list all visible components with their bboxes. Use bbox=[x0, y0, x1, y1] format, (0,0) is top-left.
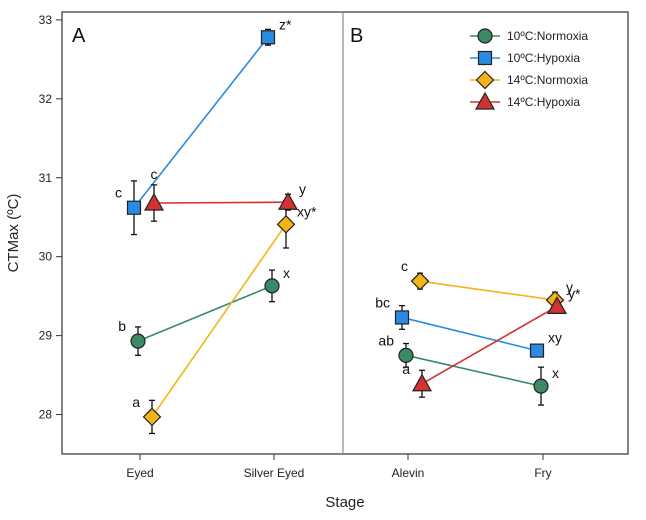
x-axis-title: Stage bbox=[325, 494, 364, 511]
y-tick-label: 31 bbox=[39, 171, 53, 185]
significance-label: x bbox=[552, 365, 559, 381]
significance-label: x bbox=[283, 265, 290, 281]
legend-marker bbox=[475, 70, 495, 90]
series-line bbox=[419, 280, 556, 301]
data-point bbox=[143, 192, 165, 211]
data-point bbox=[411, 373, 433, 392]
significance-label: c bbox=[115, 185, 122, 201]
significance-label: bc bbox=[375, 294, 390, 310]
data-point bbox=[529, 343, 545, 358]
legend-entry: 14ºC:Hypoxia bbox=[507, 95, 580, 109]
y-tick-label: 32 bbox=[39, 92, 53, 106]
significance-label: b bbox=[118, 318, 126, 334]
significance-label: ab bbox=[378, 332, 394, 348]
significance-label: z* bbox=[279, 16, 292, 32]
x-tick-label: Silver Eyed bbox=[244, 466, 305, 480]
data-point bbox=[533, 378, 549, 394]
data-point bbox=[398, 347, 414, 363]
significance-label: y bbox=[299, 181, 306, 197]
data-point bbox=[260, 30, 276, 45]
panel-label: A bbox=[72, 25, 86, 47]
y-tick-label: 29 bbox=[39, 329, 53, 343]
significance-label: a bbox=[402, 361, 410, 377]
series-line bbox=[133, 36, 269, 209]
data-point bbox=[277, 191, 299, 210]
data-point bbox=[276, 214, 296, 234]
significance-label: a bbox=[132, 394, 140, 410]
series-line bbox=[151, 223, 287, 418]
legend-marker bbox=[477, 50, 493, 66]
plot-frame bbox=[61, 11, 629, 455]
data-point bbox=[410, 271, 430, 291]
significance-label: xy* bbox=[297, 203, 317, 219]
significance-label: xy bbox=[548, 330, 562, 346]
y-tick-label: 28 bbox=[39, 408, 53, 422]
x-tick-label: Fry bbox=[534, 466, 551, 480]
legend-entry: 14ºC:Normoxia bbox=[507, 73, 588, 87]
significance-label: c bbox=[401, 258, 408, 274]
x-tick-label: Eyed bbox=[126, 466, 153, 480]
significance-label: y* bbox=[568, 285, 581, 301]
data-point bbox=[142, 407, 162, 427]
panel-label: B bbox=[350, 25, 363, 47]
legend-marker bbox=[477, 28, 493, 44]
y-axis-title: CTMax (ºC) bbox=[5, 194, 22, 273]
y-tick-label: 30 bbox=[39, 250, 53, 264]
legend-marker bbox=[474, 91, 496, 110]
data-point bbox=[126, 200, 142, 215]
legend-entry: 10ºC:Hypoxia bbox=[507, 51, 580, 65]
significance-label: y bbox=[566, 279, 573, 295]
series-line bbox=[401, 316, 538, 352]
data-point bbox=[546, 296, 568, 315]
x-tick-label: Alevin bbox=[392, 466, 425, 480]
y-tick-label: 33 bbox=[39, 13, 53, 27]
series-line bbox=[421, 305, 558, 385]
data-point bbox=[130, 333, 146, 349]
series-line bbox=[137, 285, 273, 342]
series-line bbox=[153, 201, 289, 204]
data-point bbox=[394, 310, 410, 325]
series-line bbox=[405, 354, 542, 387]
data-point bbox=[264, 278, 280, 294]
legend-entry: 10ºC:Normoxia bbox=[507, 29, 588, 43]
significance-label: c bbox=[151, 166, 158, 182]
